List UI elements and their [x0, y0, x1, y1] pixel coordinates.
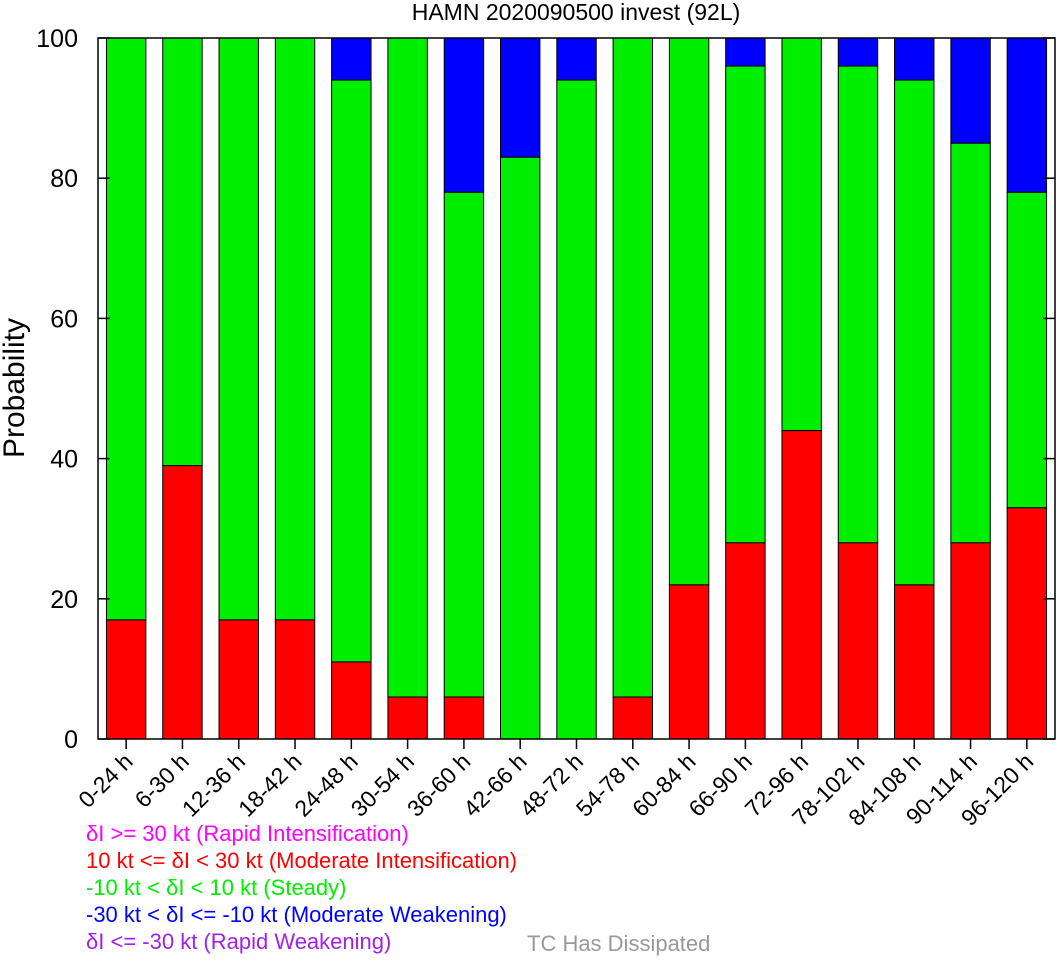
- y-tick-label: 100: [36, 25, 78, 53]
- bar-segment: [612, 37, 654, 698]
- x-tick-labels: 0-24 h6-30 h12-36 h18-42 h24-48 h30-54 h…: [73, 739, 1038, 831]
- x-tick-label: 0-24 h: [73, 748, 138, 813]
- legend-entry: δI >= 30 kt (Rapid Intensification): [86, 821, 409, 846]
- y-tick-label: 80: [50, 165, 78, 193]
- bar-segment: [500, 156, 541, 740]
- bar-segment: [950, 37, 991, 144]
- bar-segment: [668, 37, 710, 586]
- bar-segment: [781, 430, 822, 740]
- bar-segment: [443, 37, 485, 193]
- bar-segment: [443, 191, 485, 698]
- bar-segment: [274, 37, 316, 621]
- bar-segment: [668, 584, 710, 740]
- y-axis-label: Probability: [0, 318, 31, 458]
- legend-entry: -30 kt < δI <= -10 kt (Moderate Weakenin…: [86, 902, 507, 927]
- y-tick-label: 0: [64, 726, 78, 754]
- bar-segment: [837, 37, 879, 67]
- bar-segment: [162, 465, 203, 740]
- bar-segment: [894, 37, 935, 81]
- bar-segment: [837, 65, 879, 544]
- chart-title: HAMN 2020090500 invest (92L): [412, 0, 741, 25]
- bar-segment: [331, 79, 372, 663]
- bar-segment: [894, 584, 935, 740]
- bar-segment: [725, 542, 766, 740]
- bar-segment: [1006, 37, 1048, 193]
- bar-segment: [950, 142, 991, 544]
- y-tick-label: 20: [50, 586, 78, 614]
- y-tick-label: 60: [50, 305, 78, 333]
- bar-segment: [950, 542, 991, 740]
- bar-segment: [162, 37, 203, 467]
- bars-group: [105, 37, 1048, 740]
- bar-segment: [105, 37, 147, 621]
- bar-segment: [443, 696, 485, 740]
- bar-segment: [274, 619, 316, 740]
- bar-segment: [387, 696, 428, 740]
- bar-segment: [331, 661, 372, 740]
- bar-segment: [218, 37, 259, 621]
- bar-segment: [331, 37, 372, 81]
- bar-segment: [781, 37, 822, 432]
- bar-segment: [500, 37, 541, 158]
- bar-segment: [725, 65, 766, 544]
- bar-segment: [218, 619, 259, 740]
- bar-segment: [556, 37, 597, 81]
- bar-segment: [1006, 507, 1048, 740]
- legend-entry: δI <= -30 kt (Rapid Weakening): [86, 929, 392, 954]
- y-tick-label: 40: [50, 446, 78, 474]
- bar-segment: [1006, 191, 1048, 509]
- dissipated-legend-entry: TC Has Dissipated: [527, 931, 711, 956]
- bar-segment: [105, 619, 147, 740]
- bar-segment: [725, 37, 766, 67]
- bar-segment: [894, 79, 935, 586]
- bar-segment: [837, 542, 879, 740]
- legend-entry: -10 kt < δI < 10 kt (Steady): [86, 875, 347, 900]
- bar-segment: [387, 37, 428, 698]
- legend-entry: 10 kt <= δI < 30 kt (Moderate Intensific…: [86, 848, 518, 873]
- bar-segment: [556, 79, 597, 740]
- bar-segment: [612, 696, 654, 740]
